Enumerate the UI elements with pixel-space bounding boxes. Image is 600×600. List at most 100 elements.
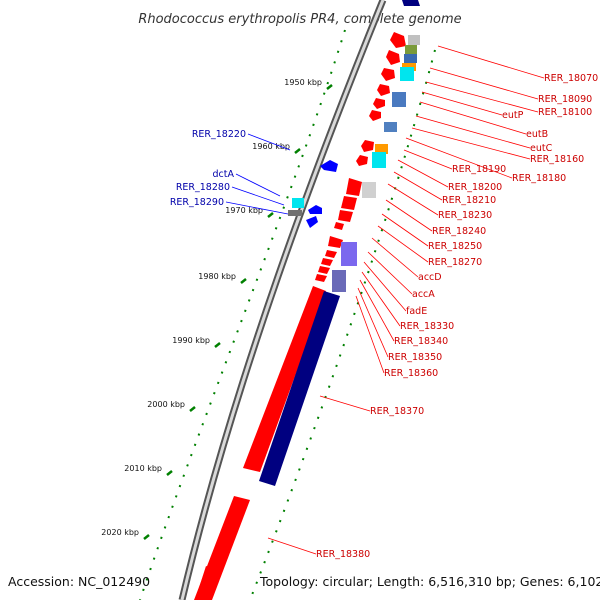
gene-label: RER_18250 [428,241,482,252]
gene-label: RER_18070 [544,73,598,84]
gene-arrow [361,140,374,152]
gene-arrow [369,110,381,121]
tick-mark [166,470,173,476]
gene-label: RER_18370 [370,406,424,417]
gene-arrow [356,155,368,166]
feature-box [372,152,386,168]
leader-line [385,199,433,232]
feature-box-track [288,35,420,292]
tick-label: 1980 kbp [198,272,236,281]
feature-box [408,35,420,45]
reverse-gene-track [259,0,420,486]
gene-arrow [373,98,385,109]
leader-line [319,395,371,412]
gene-label: dctA [213,169,235,180]
gene-arrow [338,210,353,222]
leader-line [403,149,453,170]
leader-line [425,81,539,113]
tick-mark [326,84,333,90]
leader-line [377,225,429,263]
gene-label: RER_18220 [192,129,246,140]
leader-line [393,171,443,201]
gene-label: RER_18270 [428,257,482,268]
gene-arrow [386,50,400,65]
scale-ticks: 1950 kbp 1960 kbp 1970 kbp 1980 kbp 1990 kbp… [101,78,333,540]
gene-arrow [325,250,337,258]
gene-arrow [390,32,406,48]
leader-line [267,537,317,555]
map-title: Rhodococcus erythropolis PR4, complete g… [138,12,461,27]
leader-line [361,271,401,327]
gene-arrow [306,216,318,228]
leader-line [421,91,503,116]
tick-label: 1970 kbp [225,206,263,215]
forward-gene-track [194,32,406,600]
leader-line [363,261,407,312]
tick-mark [294,148,301,154]
gene-arrow [334,222,344,230]
gene-label: RER_18090 [538,94,592,105]
gene-label: eutP [502,110,524,121]
gene-block-large [195,566,222,600]
leader-line [231,186,285,206]
gene-block-large [259,291,340,486]
gene-label: fadE [406,306,427,317]
leader-line [225,201,289,215]
leader-line [397,159,449,188]
tick-mark [143,534,150,540]
feature-box [341,242,357,266]
leader-line [357,287,389,358]
tick-label: 1950 kbp [284,78,322,87]
gene-label: RER_18280 [176,182,230,193]
tick-label: 2010 kbp [124,464,162,473]
outer-dotted-ring [139,29,346,600]
gene-label: eutB [526,129,548,140]
leader-line [247,133,291,151]
accession-text: Accession: NC_012490 [8,574,150,589]
gene-label: RER_18200 [448,182,502,193]
feature-box [384,122,397,132]
gene-label: RER_18160 [530,154,584,165]
leader-line [419,101,527,135]
feature-box [405,45,417,55]
tick-mark [240,278,247,284]
gene-label: RER_18190 [452,164,506,175]
gene-arrow [381,68,395,81]
leader-line [359,279,395,342]
gene-label: accD [418,272,442,283]
gene-label: RER_18230 [438,210,492,221]
leader-line [411,127,531,160]
leader-line [371,237,419,278]
leader-line [367,251,413,295]
leader-line [387,183,439,216]
gene-arrow [318,266,330,274]
leader-line [437,45,545,79]
gene-label: RER_18360 [384,368,438,379]
gene-arrow [328,236,343,248]
gene-label: RER_18210 [442,195,496,206]
genome-backbone [178,0,387,600]
gene-label: RER_18340 [394,336,448,347]
gene-label: RER_18350 [388,352,442,363]
gene-arrow [320,160,338,172]
gene-label: RER_18330 [400,321,454,332]
tick-label: 2000 kbp [147,400,185,409]
leader-line [355,295,385,374]
feature-box [332,270,346,292]
feature-box [400,67,414,81]
gene-label: eutC [530,143,553,154]
gene-label: RER_18380 [316,549,370,560]
tick-label: 1990 kbp [172,336,210,345]
gene-arrow [377,84,390,96]
gene-arrow [341,196,357,210]
gene-arrow [321,258,333,266]
leader-line [381,213,429,247]
feature-box [292,198,304,208]
tick-mark [189,406,196,412]
tick-mark [267,212,274,218]
gene-arrow [315,274,327,282]
tick-label: 2020 kbp [101,528,139,537]
feature-box [392,92,406,107]
gene-labels: RER_18070RER_18090RER_18100eutPeutBeutCR… [170,45,598,560]
